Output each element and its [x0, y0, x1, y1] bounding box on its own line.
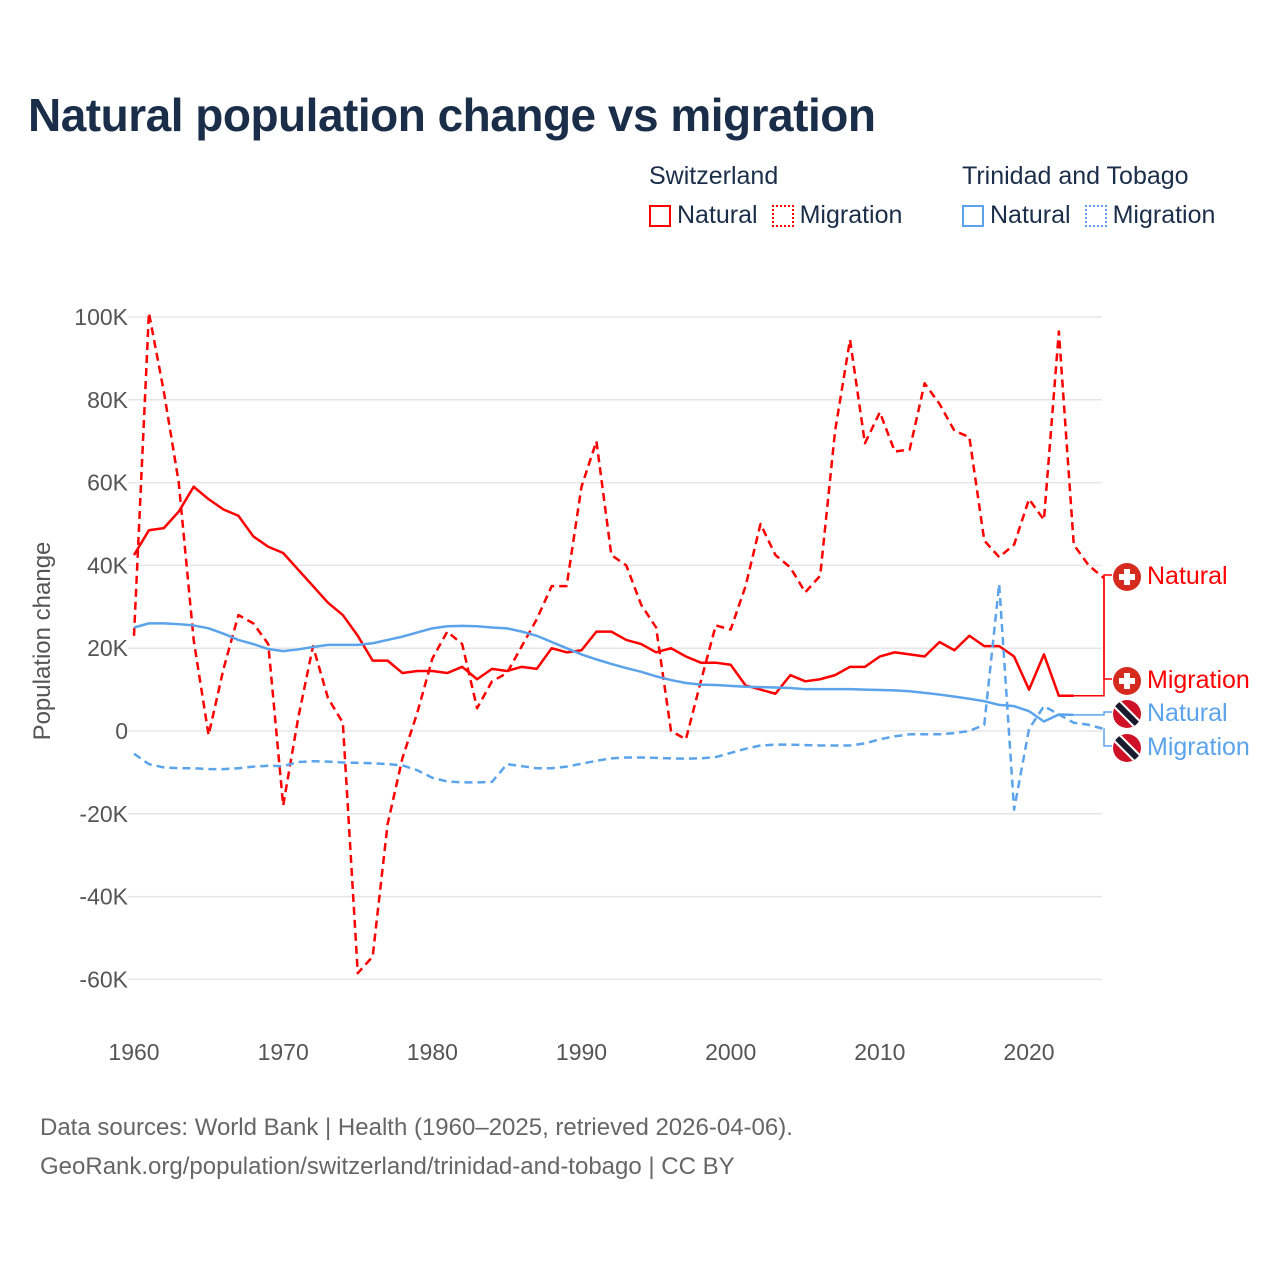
label-connector	[1103, 577, 1112, 680]
flag-cross	[1119, 678, 1135, 684]
legend-group-switzerland: Switzerland Natural Migration	[649, 162, 902, 230]
x-tick-label: 2020	[1003, 1039, 1054, 1065]
legend-label: Migration	[799, 201, 903, 229]
source-link[interactable]: GeoRank.org/population/switzerland/trini…	[40, 1153, 735, 1180]
trinidad-flag-icon	[1113, 734, 1141, 762]
y-tick-label: 80K	[87, 387, 129, 413]
dotted-swatch-icon	[1084, 204, 1107, 227]
legend-label: Natural	[990, 201, 1071, 229]
legend-label: Migration	[1112, 201, 1216, 229]
x-tick-label: 1990	[556, 1039, 607, 1065]
legend-item-switzerland-natural[interactable]: Natural	[649, 201, 758, 230]
legend-group-title: Switzerland	[649, 162, 779, 190]
source-line: Data sources: World Bank | Health (1960–…	[40, 1114, 793, 1141]
y-tick-label: -20K	[79, 801, 128, 827]
series-line	[132, 485, 1074, 698]
x-tick-label: 2000	[705, 1039, 756, 1065]
series-switzerland-natural: Natural	[132, 485, 1228, 698]
source-note: Data sources: World Bank | Health (1960–…	[40, 1108, 793, 1186]
series-line	[132, 311, 1105, 975]
series-switzerland-migration: Migration	[132, 311, 1250, 975]
chart-title: Natural population change vs migration	[28, 89, 876, 141]
y-tick-label: -60K	[79, 966, 128, 992]
x-tick-label: 1960	[108, 1039, 159, 1065]
y-tick-label: 0	[115, 718, 128, 744]
label-connector	[1073, 574, 1112, 697]
series-line	[133, 622, 1074, 723]
series-trinidad-and-tobago-migration: Migration	[133, 582, 1250, 811]
x-tick-label: 1970	[258, 1039, 309, 1065]
trinidad-flag-icon	[1113, 700, 1141, 728]
swiss-flag-icon	[1113, 563, 1141, 591]
flag-cross	[1119, 574, 1135, 580]
y-tick-label: -40K	[79, 884, 128, 910]
y-tick-label: 60K	[87, 470, 129, 496]
end-label: Natural	[1147, 699, 1228, 727]
flag-stripe	[1113, 734, 1141, 762]
label-connector	[1073, 711, 1112, 716]
y-tick-label: 40K	[87, 552, 129, 578]
legend-item-trinidad-natural[interactable]: Natural	[962, 201, 1071, 230]
end-label: Natural	[1147, 562, 1228, 590]
legend-group-trinidad: Trinidad and Tobago Natural Migration	[962, 162, 1215, 230]
end-label: Migration	[1147, 733, 1250, 761]
dotted-swatch-icon	[771, 204, 794, 227]
x-tick-label: 1980	[407, 1039, 458, 1065]
y-axis-label: Population change	[29, 542, 56, 741]
legend-group-title: Trinidad and Tobago	[962, 162, 1189, 190]
y-tick-label: 100K	[74, 304, 128, 330]
x-tick-label: 2010	[854, 1039, 905, 1065]
series-line	[133, 582, 1104, 811]
legend-label: Natural	[677, 201, 758, 229]
series-trinidad-and-tobago-natural: Natural	[133, 622, 1228, 728]
end-label: Migration	[1147, 666, 1250, 694]
swiss-flag-icon	[1113, 667, 1141, 695]
label-connector	[1103, 728, 1112, 747]
flag-stripe	[1113, 700, 1141, 728]
solid-swatch-icon	[962, 204, 984, 227]
y-tick-label: 20K	[87, 635, 129, 661]
legend-item-trinidad-migration[interactable]: Migration	[1084, 201, 1216, 230]
solid-swatch-icon	[649, 204, 671, 227]
legend-item-switzerland-migration[interactable]: Migration	[771, 201, 903, 230]
